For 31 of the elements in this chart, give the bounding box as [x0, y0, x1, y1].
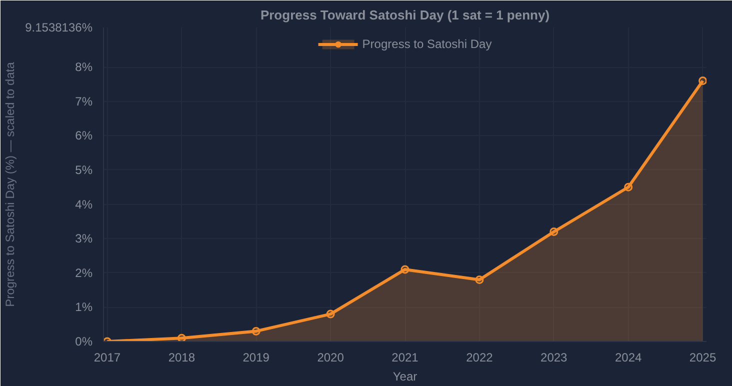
chart-title: Progress Toward Satoshi Day (1 sat = 1 penny)	[260, 8, 550, 22]
y-axis-title: Progress to Satoshi Day (%) — scaled to data	[3, 62, 18, 307]
x-tick-label: 2020	[317, 350, 344, 364]
x-tick-label: 2025	[689, 350, 716, 364]
x-tick-label: 2021	[392, 350, 419, 364]
y-tick-label: 2%	[75, 266, 93, 280]
x-tick-label: 2023	[540, 350, 568, 364]
point	[177, 334, 186, 342]
x-tick-label: 2017	[94, 350, 121, 364]
y-tick-label: 1%	[75, 300, 93, 314]
legend-label: Progress to Satoshi Day	[362, 37, 492, 51]
y-tick-label: 5%	[75, 162, 93, 177]
y-tick-label: 3%	[75, 232, 93, 246]
y-tick-label: 8%	[75, 60, 93, 74]
point	[400, 265, 410, 274]
x-tick-label: 2022	[466, 350, 494, 364]
point	[550, 227, 558, 236]
x-axis-title: Year	[392, 370, 418, 384]
x-tick-label: 2019	[242, 350, 270, 364]
y-tick-label: 9.1538136%	[25, 20, 93, 34]
point	[624, 182, 633, 192]
x-tick-label: 2024	[614, 350, 642, 364]
y-tick-label: 4%	[75, 197, 93, 212]
point	[252, 326, 260, 336]
y-tick-label: 0%	[75, 334, 93, 348]
point	[698, 76, 706, 86]
x-tick-label: 2018	[168, 350, 196, 364]
y-tick-label: 7%	[75, 94, 93, 108]
y-tick-label: 6%	[75, 128, 93, 143]
point	[475, 276, 484, 284]
point	[326, 310, 335, 318]
